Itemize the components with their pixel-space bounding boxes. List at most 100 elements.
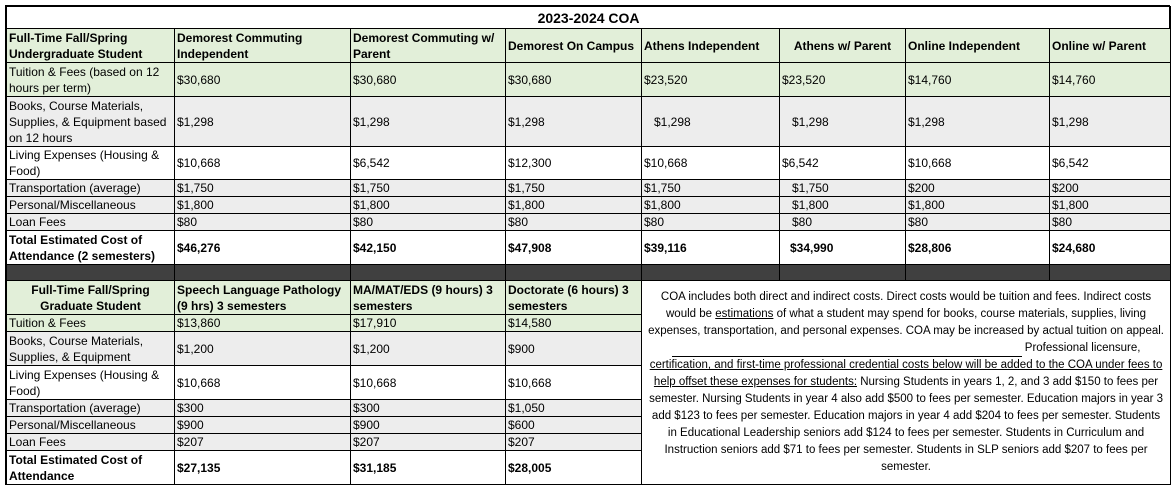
cell-value: $80 <box>905 213 1050 231</box>
cell-value: $1,200 <box>174 331 351 366</box>
cell-value: $1,750 <box>779 179 906 197</box>
cell-value: $900 <box>350 416 506 434</box>
row-label: Living Expenses (Housing & Food) <box>6 146 175 180</box>
note-text-1: COA includes both direct and indirect co… <box>660 291 1152 320</box>
total-value: $24,680 <box>1048 230 1172 265</box>
cell-value: $14,760 <box>905 62 1050 97</box>
total-value: $42,150 <box>350 230 506 265</box>
cell-value: $80 <box>1048 213 1172 231</box>
ug-col-header: Athens w/ Parent <box>779 28 906 63</box>
cell-value: $80 <box>641 213 780 231</box>
cell-value: $1,800 <box>174 196 351 214</box>
cell-value: $900 <box>174 416 351 434</box>
row-label: Transportation (average) <box>6 399 175 417</box>
grad-header-row: Full-Time Fall/Spring Graduate Student S… <box>6 280 1172 485</box>
cell-value: $1,298 <box>505 96 642 147</box>
cell-value: $30,680 <box>174 62 351 97</box>
cell-value: $1,298 <box>905 96 1050 147</box>
cell-value: $1,750 <box>350 179 506 197</box>
row-label: Loan Fees <box>6 433 175 451</box>
total-value: $28,806 <box>905 230 1050 265</box>
row-label: Tuition & Fees (based on 12 hours per te… <box>6 62 175 97</box>
row-label: Books, Course Materials, Supplies, & Equ… <box>6 96 175 147</box>
cell-value: $1,298 <box>174 96 351 147</box>
row-label: Transportation (average) <box>6 179 175 197</box>
table-row: Personal/Miscellaneous $1,800 $1,800 $1,… <box>6 196 1172 214</box>
coa-spreadsheet: 2023-2024 COA Full-Time Fall/Spring Unde… <box>5 5 1172 485</box>
total-value: $46,276 <box>174 230 351 265</box>
table-row: Loan Fees $80 $80 $80 $80 $80 $80 $80 <box>6 213 1172 231</box>
grad-col-header: Speech Language Pathology (9 hrs) 3 seme… <box>174 280 351 315</box>
separator-cell <box>350 264 506 281</box>
grad-col-header: Doctorate (6 hours) 3 semesters <box>505 280 642 315</box>
cell-value: $6,542 <box>350 146 506 180</box>
ug-col-header: Demorest On Campus <box>505 28 642 63</box>
total-label: Total Estimated Cost of Attendance <box>6 450 175 485</box>
row-label: Personal/Miscellaneous <box>6 416 175 434</box>
separator-row <box>6 264 1172 281</box>
separator-cell <box>174 264 351 281</box>
grad-col-header: MA/MAT/EDS (9 hours) 3 semesters <box>350 280 506 315</box>
note-text-5: Nursing Students in years 1, 2, and 3 ad… <box>649 376 1164 473</box>
cell-value: $10,668 <box>641 146 780 180</box>
cell-value: $1,298 <box>1048 96 1172 147</box>
ug-col-header: Online w/ Parent <box>1048 28 1172 63</box>
cell-value: $10,668 <box>505 365 642 400</box>
cell-value: $1,800 <box>641 196 780 214</box>
separator-cell <box>505 264 642 281</box>
separator-cell <box>6 264 175 281</box>
ug-col-header: Athens Independent <box>641 28 780 63</box>
cell-value: $30,680 <box>505 62 642 97</box>
row-label: Books, Course Materials, Supplies, & Equ… <box>6 331 175 366</box>
cell-value: $12,300 <box>505 146 642 180</box>
cell-value: $200 <box>1048 179 1172 197</box>
cell-value: $1,800 <box>905 196 1050 214</box>
total-value: $39,116 <box>641 230 780 265</box>
cell-value: $1,800 <box>350 196 506 214</box>
total-value: $47,908 <box>505 230 642 265</box>
separator-cell <box>779 264 906 281</box>
cell-value: $1,050 <box>505 399 642 417</box>
total-value: $34,990 <box>779 230 906 265</box>
row-label: Loan Fees <box>6 213 175 231</box>
table-row: Transportation (average) $1,750 $1,750 $… <box>6 179 1172 197</box>
cell-value: $1,750 <box>641 179 780 197</box>
note-text-2: of what a student may spend for books, c… <box>648 308 1164 337</box>
cell-value: $1,800 <box>779 196 906 214</box>
table-row: Living Expenses (Housing & Food) $10,668… <box>6 146 1172 180</box>
total-value: $28,005 <box>505 450 642 485</box>
cell-value: $10,668 <box>905 146 1050 180</box>
cell-value: $200 <box>905 179 1050 197</box>
undergrad-header-label: Full-Time Fall/Spring Undergraduate Stud… <box>6 28 175 63</box>
cell-value: $1,298 <box>779 96 906 147</box>
cell-value: $207 <box>505 433 642 451</box>
undergrad-header-row: Full-Time Fall/Spring Undergraduate Stud… <box>6 28 1172 63</box>
sheet-title: 2023-2024 COA <box>5 6 1172 29</box>
cell-value: $10,668 <box>174 146 351 180</box>
table-row: Books, Course Materials, Supplies, & Equ… <box>6 96 1172 147</box>
note-text-4: certification, and first-time profession… <box>649 359 1163 388</box>
cell-value: $14,580 <box>505 314 642 332</box>
total-value: $27,135 <box>174 450 351 485</box>
separator-cell <box>1048 264 1172 281</box>
cell-value: $30,680 <box>350 62 506 97</box>
cell-value: $900 <box>505 331 642 366</box>
cell-value: $23,520 <box>641 62 780 97</box>
cell-value: $1,800 <box>1048 196 1172 214</box>
cell-value: $80 <box>174 213 351 231</box>
cell-value: $23,520 <box>779 62 906 97</box>
cell-value: $207 <box>350 433 506 451</box>
total-label: Total Estimated Cost of Attendance (2 se… <box>6 230 175 265</box>
cell-value: $80 <box>350 213 506 231</box>
table-row: Tuition & Fees (based on 12 hours per te… <box>6 62 1172 97</box>
row-label: Living Expenses (Housing & Food) <box>6 365 175 400</box>
total-row: Total Estimated Cost of Attendance (2 se… <box>6 230 1172 265</box>
cell-value: $6,542 <box>779 146 906 180</box>
note-text-3: Professional licensure, <box>1024 342 1141 354</box>
cell-value: $1,298 <box>350 96 506 147</box>
coa-note: COA includes both direct and indirect co… <box>640 280 1172 485</box>
cell-value: $1,800 <box>505 196 642 214</box>
cell-value: $80 <box>779 213 906 231</box>
cell-value: $207 <box>174 433 351 451</box>
ug-col-header: Demorest Commuting Independent <box>174 28 351 63</box>
